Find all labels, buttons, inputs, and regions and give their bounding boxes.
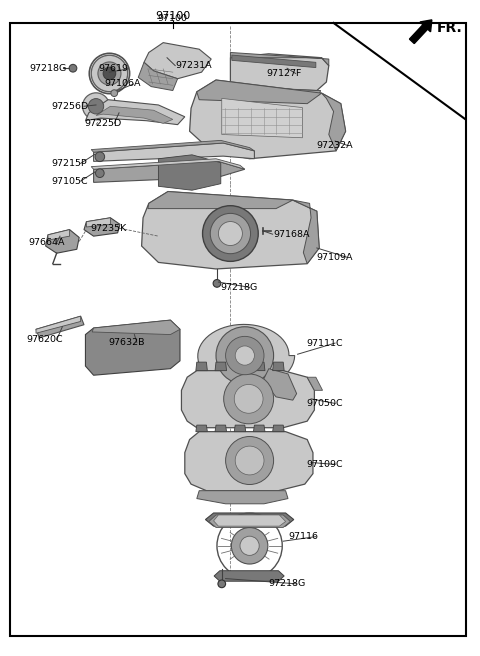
Circle shape — [103, 67, 116, 80]
Circle shape — [224, 374, 274, 424]
Circle shape — [218, 222, 242, 245]
Polygon shape — [232, 55, 316, 68]
FancyArrow shape — [409, 20, 432, 43]
Text: 97225D: 97225D — [84, 119, 121, 128]
Polygon shape — [48, 230, 70, 240]
Polygon shape — [144, 43, 211, 79]
Polygon shape — [196, 425, 207, 432]
Polygon shape — [334, 23, 466, 119]
Text: 97218G: 97218G — [30, 64, 67, 73]
Circle shape — [213, 279, 221, 287]
Polygon shape — [190, 80, 346, 159]
Text: 97100: 97100 — [155, 11, 191, 22]
Polygon shape — [230, 52, 329, 66]
Circle shape — [234, 384, 263, 413]
Polygon shape — [185, 432, 313, 491]
Text: 97218G: 97218G — [221, 283, 258, 292]
Polygon shape — [36, 316, 84, 338]
Text: 97105C: 97105C — [52, 176, 88, 186]
Circle shape — [240, 536, 259, 556]
Polygon shape — [138, 62, 178, 91]
Text: 97218G: 97218G — [269, 579, 306, 588]
Polygon shape — [91, 159, 245, 169]
Text: 97664A: 97664A — [29, 238, 65, 247]
Circle shape — [235, 346, 254, 365]
Polygon shape — [181, 371, 314, 428]
Polygon shape — [197, 491, 288, 504]
Circle shape — [231, 527, 268, 564]
Polygon shape — [273, 362, 284, 371]
Polygon shape — [196, 362, 207, 371]
Polygon shape — [46, 230, 79, 253]
Text: 97235K: 97235K — [90, 224, 127, 233]
Text: 97109A: 97109A — [317, 253, 353, 262]
Polygon shape — [214, 515, 286, 526]
Circle shape — [203, 206, 258, 261]
Circle shape — [218, 580, 226, 588]
Text: 97215P: 97215P — [52, 159, 87, 168]
Polygon shape — [253, 425, 265, 432]
Text: 97256D: 97256D — [52, 102, 89, 111]
Text: 97619: 97619 — [98, 64, 128, 73]
Polygon shape — [307, 377, 323, 390]
Circle shape — [235, 446, 264, 475]
Text: 97100: 97100 — [158, 14, 188, 23]
Circle shape — [69, 64, 77, 72]
Polygon shape — [205, 513, 294, 526]
Polygon shape — [103, 66, 118, 81]
Polygon shape — [85, 320, 180, 375]
Polygon shape — [92, 320, 180, 335]
Text: 97111C: 97111C — [306, 338, 343, 348]
Circle shape — [226, 436, 274, 485]
Polygon shape — [148, 192, 293, 209]
Polygon shape — [197, 80, 322, 104]
Polygon shape — [263, 369, 297, 400]
Circle shape — [226, 337, 264, 375]
Circle shape — [88, 98, 104, 114]
Circle shape — [111, 90, 118, 96]
Circle shape — [216, 327, 274, 384]
Polygon shape — [234, 362, 246, 371]
Polygon shape — [85, 100, 185, 125]
Circle shape — [95, 152, 105, 161]
Circle shape — [98, 62, 121, 85]
Polygon shape — [158, 155, 221, 190]
Polygon shape — [142, 192, 319, 269]
Polygon shape — [222, 98, 302, 138]
Polygon shape — [234, 425, 246, 432]
Text: 97620C: 97620C — [26, 335, 63, 344]
Text: 97632B: 97632B — [108, 338, 144, 347]
Text: 97231A: 97231A — [175, 61, 212, 70]
Polygon shape — [96, 106, 173, 123]
Circle shape — [83, 93, 109, 119]
Polygon shape — [94, 143, 254, 161]
Polygon shape — [86, 218, 110, 227]
Polygon shape — [273, 425, 284, 432]
Text: 97168A: 97168A — [274, 230, 310, 239]
Text: 97050C: 97050C — [306, 399, 343, 408]
Text: 97232A: 97232A — [317, 141, 353, 150]
Circle shape — [96, 169, 104, 178]
Polygon shape — [84, 218, 120, 236]
Polygon shape — [94, 161, 245, 182]
Polygon shape — [209, 515, 290, 527]
Polygon shape — [214, 571, 284, 581]
Polygon shape — [293, 200, 319, 264]
Text: 97116: 97116 — [288, 532, 318, 541]
Text: 97106A: 97106A — [105, 79, 141, 89]
Polygon shape — [230, 87, 321, 95]
Polygon shape — [322, 93, 346, 151]
Circle shape — [91, 55, 128, 92]
Polygon shape — [36, 316, 81, 333]
Text: FR.: FR. — [437, 20, 463, 35]
Circle shape — [210, 213, 251, 254]
Polygon shape — [215, 425, 227, 432]
Polygon shape — [198, 324, 295, 388]
Text: 97127F: 97127F — [266, 69, 302, 78]
Polygon shape — [91, 140, 254, 152]
Polygon shape — [253, 362, 265, 371]
Polygon shape — [230, 54, 329, 91]
Polygon shape — [215, 362, 227, 371]
Text: 97109C: 97109C — [306, 460, 343, 469]
